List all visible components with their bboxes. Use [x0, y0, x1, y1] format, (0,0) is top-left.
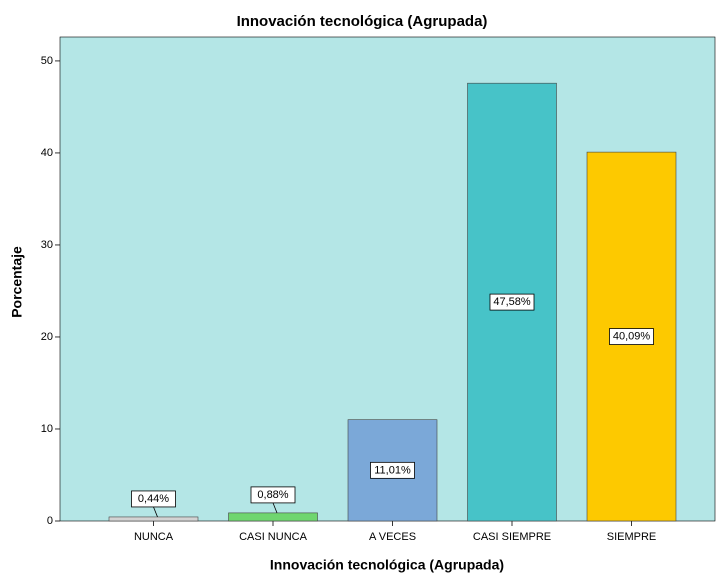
- y-tick-label: 40: [41, 147, 53, 159]
- data-label: 0,44%: [138, 493, 169, 505]
- bar: [108, 516, 199, 522]
- chart-title: Innovación tecnológica (Agrupada): [237, 13, 488, 30]
- label-box: [609, 328, 654, 345]
- data-label: 40,09%: [613, 330, 651, 342]
- y-tick-label: 10: [41, 423, 53, 435]
- y-tick-label: 30: [41, 239, 53, 251]
- x-tick-label: CASI SIEMPRE: [473, 531, 551, 543]
- y-axis-title: Porcentaje: [9, 246, 25, 318]
- label-box: [131, 490, 176, 508]
- label-leader: [153, 506, 158, 518]
- label-leader: [272, 502, 278, 514]
- x-tick-label: SIEMPRE: [607, 531, 657, 543]
- data-label: 11,01%: [374, 464, 411, 476]
- x-tick-label: A VECES: [369, 531, 416, 543]
- x-tick-label: CASI NUNCA: [239, 531, 308, 543]
- y-tick-label: 0: [47, 515, 53, 527]
- x-axis-title: Innovación tecnológica (Agrupada): [270, 557, 504, 573]
- y-tick-label: 50: [41, 55, 53, 67]
- y-tick-label: 20: [41, 331, 53, 343]
- bar: [228, 512, 318, 522]
- label-box: [370, 461, 415, 479]
- label-box: [250, 486, 296, 504]
- x-tick-label: NUNCA: [134, 531, 174, 543]
- data-label: 47,58%: [493, 296, 531, 308]
- label-box: [489, 293, 535, 311]
- data-label: 0,88%: [257, 489, 288, 501]
